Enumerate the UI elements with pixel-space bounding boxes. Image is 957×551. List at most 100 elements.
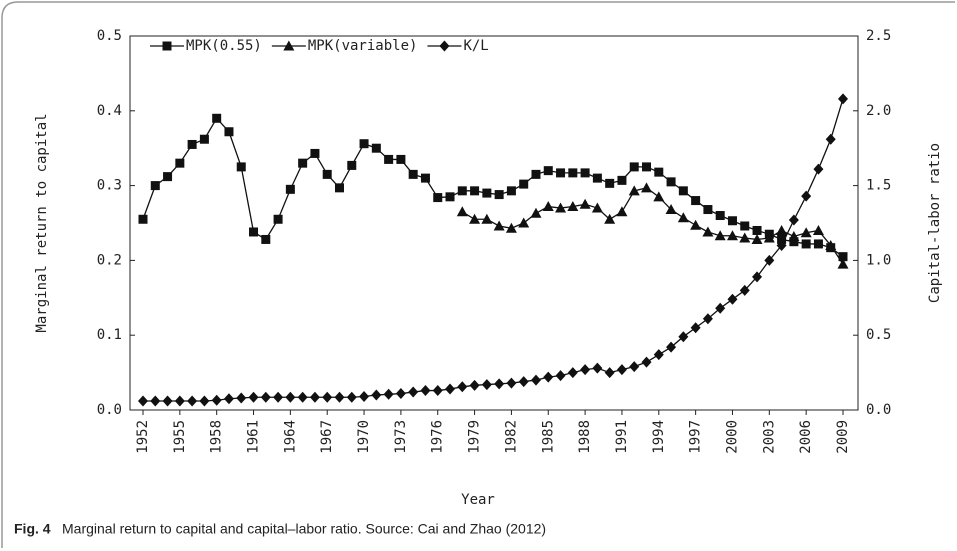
y-tick-label: 0.2 xyxy=(97,252,122,268)
marker xyxy=(371,389,382,401)
marker xyxy=(788,230,800,241)
marker xyxy=(813,163,824,175)
marker xyxy=(433,193,443,203)
marker xyxy=(629,361,640,373)
marker xyxy=(642,162,652,172)
legend-label: MPK(variable) xyxy=(308,38,418,54)
x-tick-label: 1985 xyxy=(540,420,556,454)
marker xyxy=(739,232,751,243)
marker xyxy=(702,313,713,325)
marker xyxy=(494,190,504,200)
x-tick-label: 1997 xyxy=(688,420,704,454)
marker xyxy=(334,183,344,193)
marker xyxy=(801,190,812,202)
marker xyxy=(776,239,787,251)
x-tick-label: 1982 xyxy=(503,420,519,454)
marker xyxy=(628,185,640,196)
marker xyxy=(445,383,456,395)
marker xyxy=(666,341,677,353)
marker xyxy=(150,395,161,407)
marker xyxy=(567,201,579,212)
marker xyxy=(789,237,799,247)
marker xyxy=(322,169,332,179)
marker xyxy=(310,148,320,158)
marker xyxy=(519,179,529,189)
marker xyxy=(801,239,811,249)
marker xyxy=(395,388,406,400)
marker xyxy=(616,206,628,217)
y2-tick-label: 0.0 xyxy=(866,402,891,418)
marker xyxy=(212,113,222,123)
marker xyxy=(150,181,160,191)
marker xyxy=(493,220,505,231)
legend-label: MPK(0.55) xyxy=(186,38,262,54)
y-axis-label: Marginal return to capital xyxy=(34,113,50,332)
marker xyxy=(285,184,295,194)
marker xyxy=(641,182,653,193)
marker xyxy=(359,139,369,149)
marker xyxy=(556,168,566,178)
y2-axis-label: Capital-labor ratio xyxy=(927,143,943,303)
marker xyxy=(752,225,762,235)
marker xyxy=(138,214,148,224)
marker xyxy=(579,198,591,209)
marker xyxy=(727,216,737,226)
marker xyxy=(715,211,725,221)
caption-label: Fig. 4 xyxy=(14,521,51,537)
y2-tick-label: 2.0 xyxy=(866,103,891,119)
marker xyxy=(580,168,590,178)
marker xyxy=(187,139,197,149)
marker xyxy=(420,385,431,397)
marker xyxy=(691,196,701,206)
marker xyxy=(162,395,173,407)
marker xyxy=(653,349,664,361)
marker xyxy=(273,214,283,224)
marker xyxy=(531,169,541,179)
marker xyxy=(813,239,823,249)
x-tick-label: 1991 xyxy=(614,420,630,454)
marker xyxy=(445,192,455,202)
marker xyxy=(739,284,750,296)
marker xyxy=(384,154,394,164)
marker xyxy=(371,143,381,153)
marker xyxy=(408,169,418,179)
marker xyxy=(187,395,198,407)
marker xyxy=(322,391,333,403)
marker xyxy=(677,212,689,223)
marker xyxy=(580,364,591,376)
marker xyxy=(482,188,492,198)
legend-marker xyxy=(283,40,295,51)
marker xyxy=(800,227,812,238)
y-tick-label: 0.4 xyxy=(97,103,122,119)
marker xyxy=(297,391,308,403)
marker xyxy=(555,370,566,382)
x-tick-label: 1964 xyxy=(282,420,298,454)
marker xyxy=(825,133,836,145)
marker xyxy=(838,93,848,105)
marker xyxy=(714,230,726,241)
marker xyxy=(261,234,271,244)
y2-tick-label: 2.5 xyxy=(866,28,891,44)
x-tick-label: 2009 xyxy=(835,420,851,454)
plot-area xyxy=(129,35,859,411)
marker xyxy=(543,371,554,383)
marker xyxy=(199,134,209,144)
x-tick-label: 1988 xyxy=(577,420,593,454)
marker xyxy=(347,160,357,170)
marker xyxy=(211,394,222,406)
marker xyxy=(481,213,493,224)
y2-tick-label: 1.5 xyxy=(866,178,891,194)
marker xyxy=(702,226,714,237)
marker xyxy=(592,362,603,374)
marker xyxy=(777,234,787,244)
marker xyxy=(249,227,259,237)
marker xyxy=(285,391,296,403)
marker xyxy=(223,393,234,405)
y-tick-label: 0.1 xyxy=(97,327,122,343)
legend-marker xyxy=(439,40,450,52)
marker xyxy=(469,379,480,391)
x-tick-label: 2000 xyxy=(724,420,740,454)
legend-label: K/L xyxy=(463,38,488,54)
